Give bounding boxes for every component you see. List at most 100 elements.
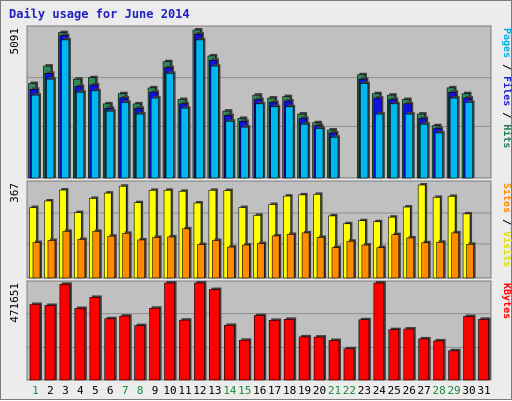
x-tick-8: 8: [137, 384, 144, 397]
bar-kbytes-16: [253, 315, 265, 381]
bar-kbytes-7: [119, 315, 130, 381]
bar-pages-9: [150, 97, 159, 179]
ymax-label-top: 5091: [8, 28, 21, 55]
bar-sites-22: [346, 240, 355, 279]
legend-bottom: KBytes: [501, 283, 512, 319]
bar-sites-29: [451, 232, 459, 279]
bar-sites-7: [122, 233, 130, 279]
x-tick-22: 22: [343, 384, 356, 397]
bar-kbytes-19: [298, 336, 310, 381]
bar-kbytes-31: [478, 319, 489, 381]
bar-sites-8: [137, 239, 145, 279]
bar-kbytes-25: [388, 329, 400, 381]
bar-pages-27: [419, 123, 429, 179]
bar-sites-20: [316, 237, 325, 279]
bar-kbytes-8: [134, 325, 145, 381]
x-tick-13: 13: [208, 384, 221, 397]
x-tick-25: 25: [388, 384, 401, 397]
legend-top-part-0: Pages: [501, 28, 512, 58]
bar-pages-10: [165, 73, 174, 179]
bar-kbytes-27: [418, 338, 430, 381]
bar-kbytes-2: [44, 305, 56, 381]
x-tick-16: 16: [253, 384, 266, 397]
ymax-label-bottom: 471651: [8, 283, 21, 323]
bar-sites-4: [77, 239, 86, 279]
bar-kbytes-29: [448, 350, 459, 381]
x-tick-4: 4: [77, 384, 84, 397]
x-tick-10: 10: [163, 384, 176, 397]
legend-top-part-2: Files: [501, 76, 512, 106]
bar-pages-14: [225, 121, 234, 179]
legend-top-part-1: /: [501, 58, 512, 76]
bar-pages-15: [240, 126, 249, 179]
legend-middle-part-0: Sites: [501, 183, 512, 213]
bar-kbytes-26: [403, 328, 415, 381]
bar-sites-14: [227, 246, 235, 279]
bar-kbytes-30: [463, 316, 474, 381]
x-tick-23: 23: [358, 384, 371, 397]
bar-sites-10: [167, 236, 175, 279]
bar-pages-8: [135, 113, 144, 179]
bar-kbytes-6: [104, 318, 116, 381]
x-tick-20: 20: [313, 384, 326, 397]
x-tick-17: 17: [268, 384, 281, 397]
bar-kbytes-15: [239, 340, 250, 381]
bar-kbytes-21: [328, 340, 340, 381]
bar-sites-17: [271, 235, 280, 279]
x-tick-11: 11: [178, 384, 191, 397]
bar-pages-5: [91, 90, 100, 179]
legend-top: Pages / Files / Hits: [501, 28, 512, 148]
bar-pages-25: [389, 103, 399, 179]
bar-pages-6: [105, 110, 115, 179]
legend-top-part-3: /: [501, 106, 512, 124]
bar-pages-1: [31, 94, 40, 179]
bar-kbytes-10: [164, 282, 175, 381]
bar-sites-28: [436, 241, 444, 279]
x-tick-2: 2: [47, 384, 54, 397]
bar-pages-19: [300, 123, 309, 179]
bar-kbytes-9: [149, 307, 160, 381]
bar-sites-18: [286, 234, 295, 279]
bar-sites-11: [182, 228, 190, 279]
bar-sites-21: [331, 247, 340, 279]
bar-pages-28: [434, 132, 443, 179]
bar-pages-12: [195, 39, 204, 179]
x-tick-24: 24: [373, 384, 387, 397]
bar-pages-16: [255, 103, 264, 179]
bar-kbytes-20: [313, 336, 325, 381]
bar-sites-3: [62, 231, 71, 279]
x-tick-18: 18: [283, 384, 296, 397]
bar-kbytes-1: [29, 304, 41, 381]
chart-title: Daily usage for June 2014: [9, 7, 190, 21]
bar-sites-2: [47, 240, 56, 279]
bar-sites-16: [256, 243, 265, 279]
x-tick-19: 19: [298, 384, 311, 397]
bar-kbytes-24: [373, 282, 385, 381]
bar-kbytes-17: [268, 320, 280, 381]
bar-pages-2: [46, 78, 55, 179]
bar-kbytes-4: [74, 308, 86, 381]
bar-sites-24: [376, 247, 385, 279]
x-tick-9: 9: [152, 384, 159, 397]
ymax-label-middle: 367: [8, 183, 21, 203]
bar-kbytes-12: [194, 282, 205, 381]
bar-pages-29: [449, 97, 458, 179]
bar-sites-19: [301, 232, 310, 279]
bar-sites-15: [242, 244, 250, 279]
bar-pages-24: [375, 113, 384, 179]
bar-kbytes-18: [283, 319, 295, 381]
bar-pages-18: [285, 106, 294, 179]
bar-sites-30: [466, 243, 474, 279]
bar-sites-6: [107, 235, 116, 279]
x-tick-27: 27: [418, 384, 431, 397]
bar-kbytes-3: [59, 284, 71, 381]
bar-sites-23: [361, 244, 370, 279]
legend-middle: Sites / Visits: [501, 183, 512, 267]
bar-pages-11: [180, 107, 189, 179]
x-tick-31: 31: [477, 384, 490, 397]
legend-middle-part-1: /: [501, 213, 512, 231]
legend-top-part-4: Hits: [501, 124, 512, 148]
bar-kbytes-5: [89, 297, 101, 381]
bar-kbytes-14: [224, 325, 235, 381]
